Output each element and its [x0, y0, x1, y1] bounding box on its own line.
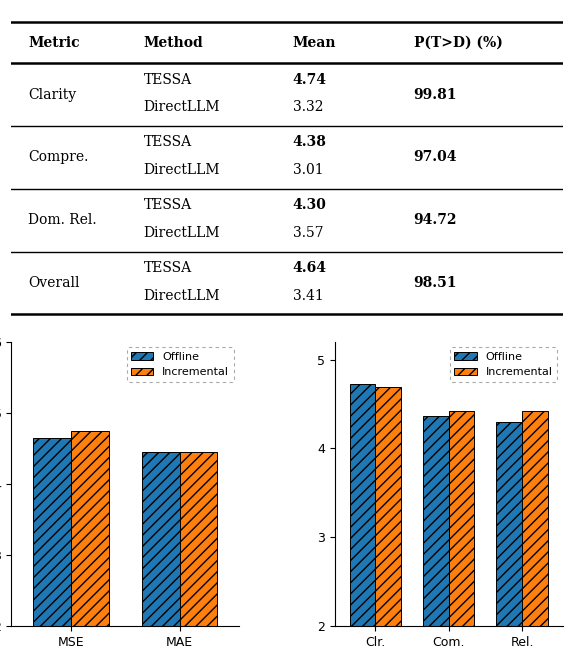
- Text: DirectLLM: DirectLLM: [144, 163, 220, 177]
- Bar: [423, 415, 449, 626]
- Bar: [522, 411, 548, 626]
- Bar: [350, 383, 375, 626]
- Text: Overall: Overall: [28, 276, 80, 290]
- Text: TESSA: TESSA: [144, 261, 192, 275]
- Text: DirectLLM: DirectLLM: [144, 226, 220, 240]
- Text: 97.04: 97.04: [414, 151, 457, 164]
- Bar: [33, 437, 71, 626]
- Text: 94.72: 94.72: [414, 213, 457, 228]
- Text: Clarity: Clarity: [28, 87, 76, 102]
- Text: Method: Method: [144, 36, 203, 50]
- Text: 3.01: 3.01: [293, 163, 323, 177]
- Text: TESSA: TESSA: [144, 198, 192, 212]
- Text: 99.81: 99.81: [414, 87, 457, 102]
- Text: DirectLLM: DirectLLM: [144, 289, 220, 303]
- Text: TESSA: TESSA: [144, 136, 192, 149]
- Text: 4.38: 4.38: [293, 136, 327, 149]
- Text: 4.64: 4.64: [293, 261, 327, 275]
- Text: DirectLLM: DirectLLM: [144, 100, 220, 114]
- Bar: [180, 452, 218, 626]
- Text: Compre.: Compre.: [28, 151, 88, 164]
- Text: TESSA: TESSA: [144, 72, 192, 87]
- Bar: [497, 422, 522, 626]
- Text: 3.32: 3.32: [293, 100, 323, 114]
- Text: 3.41: 3.41: [293, 289, 323, 303]
- Legend: Offline, Incremental: Offline, Incremental: [450, 348, 557, 382]
- Text: Dom. Rel.: Dom. Rel.: [28, 213, 96, 228]
- Text: P(T>D) (%): P(T>D) (%): [414, 36, 503, 50]
- Text: 4.74: 4.74: [293, 72, 327, 87]
- Bar: [142, 452, 180, 626]
- Text: 4.30: 4.30: [293, 198, 327, 212]
- Legend: Offline, Incremental: Offline, Incremental: [127, 348, 234, 382]
- Text: Metric: Metric: [28, 36, 80, 50]
- Bar: [375, 387, 401, 626]
- Text: 3.57: 3.57: [293, 226, 323, 240]
- Text: 98.51: 98.51: [414, 276, 457, 290]
- Bar: [449, 411, 474, 626]
- Bar: [71, 431, 109, 626]
- Text: Mean: Mean: [293, 36, 336, 50]
